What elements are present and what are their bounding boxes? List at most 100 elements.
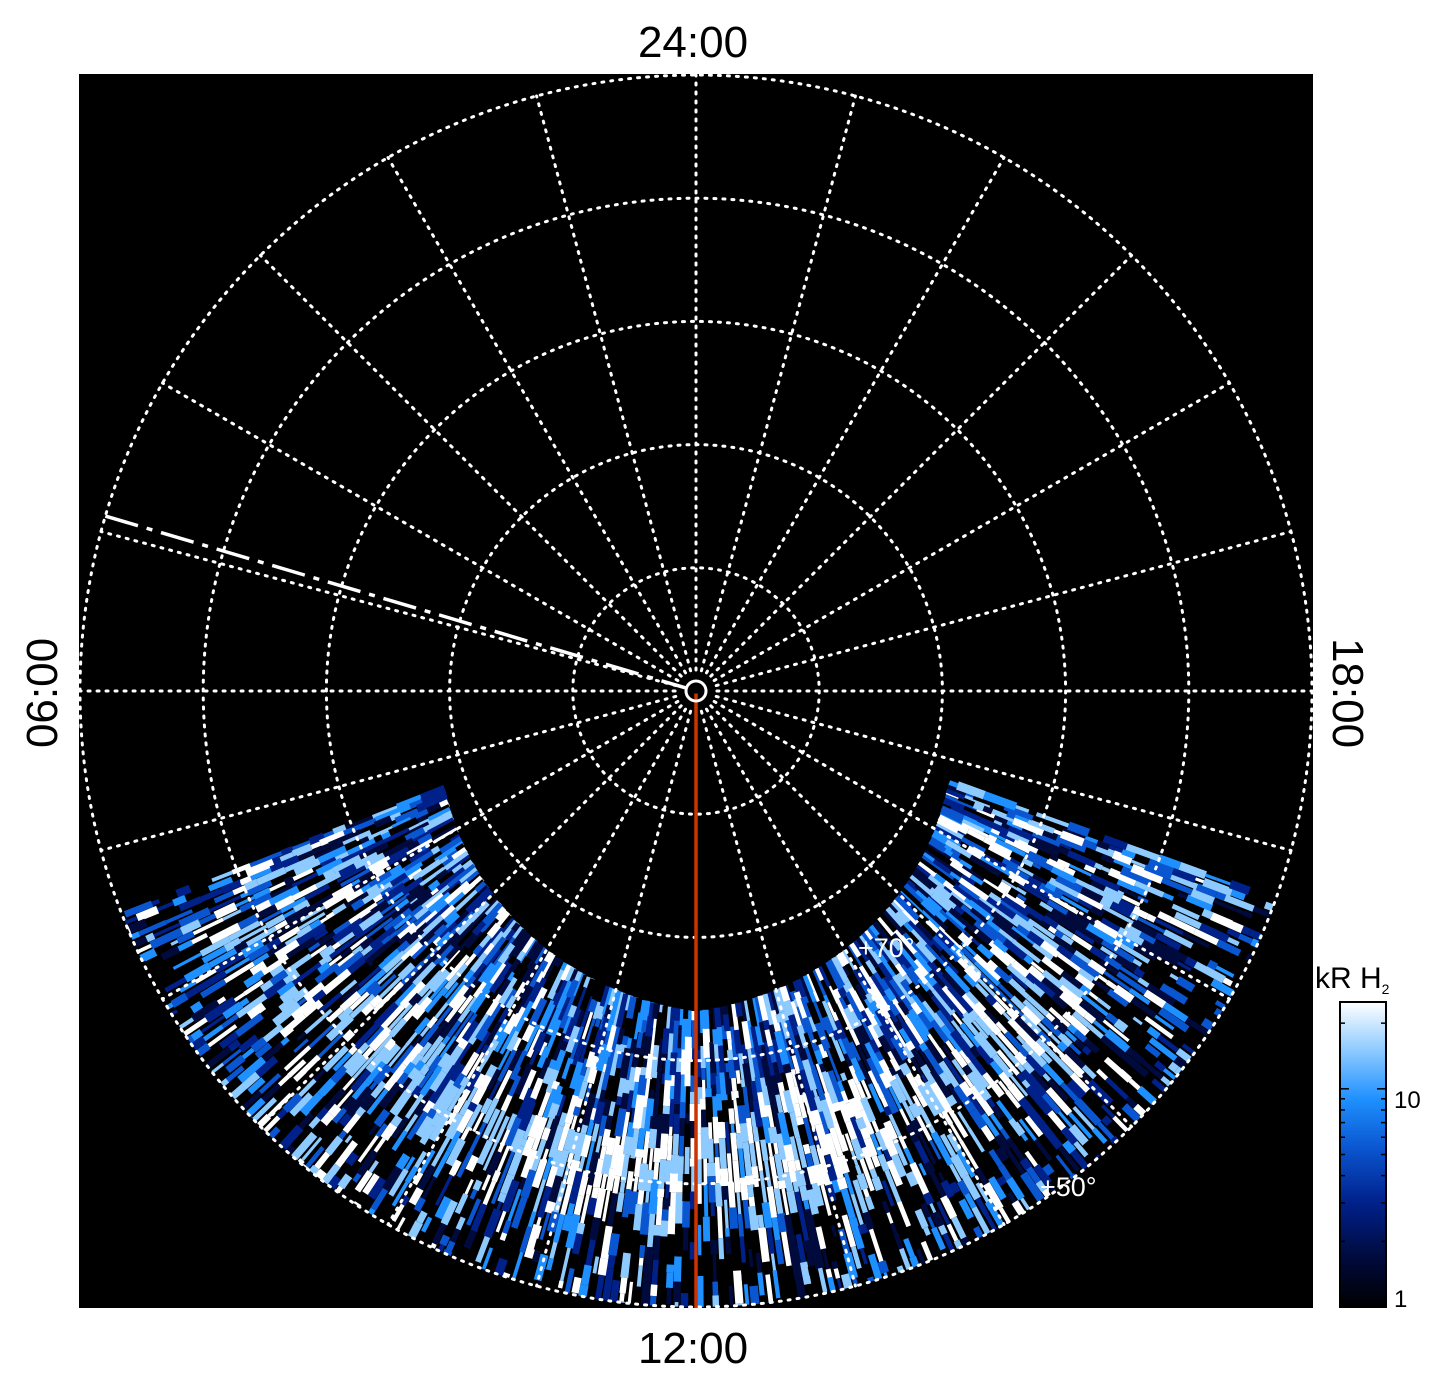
emission-streak	[371, 1034, 393, 1058]
emission-streak	[903, 920, 916, 933]
emission-streak	[1206, 959, 1219, 971]
emission-streak	[847, 1003, 855, 1013]
emission-streak	[930, 1068, 952, 1099]
emission-streak	[496, 1201, 503, 1211]
emission-streak	[416, 814, 428, 824]
emission-streak	[184, 986, 200, 999]
emission-streak	[258, 1073, 282, 1095]
emission-streak	[375, 1136, 396, 1163]
emission-streak	[896, 1200, 912, 1228]
emission-streak	[803, 1031, 821, 1065]
emission-streak	[1248, 929, 1261, 940]
emission-streak	[626, 1170, 634, 1190]
emission-streak	[629, 1038, 639, 1055]
emission-streak	[880, 1240, 888, 1252]
emission-streak	[1197, 914, 1230, 934]
emission-streak	[1162, 1067, 1177, 1081]
emission-streak	[1100, 1034, 1126, 1058]
emission-streak	[422, 813, 455, 834]
emission-streak	[484, 1021, 504, 1048]
emission-streak	[469, 1188, 478, 1200]
emission-streak	[994, 1133, 1011, 1153]
emission-streak	[1005, 1148, 1026, 1175]
emission-streak	[297, 843, 331, 861]
emission-streak	[544, 1200, 556, 1214]
emission-streak	[493, 1018, 512, 1043]
emission-streak	[891, 900, 912, 923]
emission-streak	[714, 1007, 725, 1028]
emission-streak	[890, 1204, 906, 1232]
emission-streak	[454, 889, 481, 914]
emission-streak	[964, 918, 994, 945]
emission-streak	[123, 900, 154, 918]
emission-streak	[502, 1220, 512, 1235]
emission-streak	[454, 1193, 469, 1215]
emission-streak	[195, 970, 228, 993]
emission-streak	[1080, 1073, 1091, 1084]
emission-streak	[854, 981, 871, 1001]
emission-streak	[583, 1066, 592, 1083]
emission-streak	[449, 1228, 461, 1243]
emission-streak	[486, 1050, 500, 1065]
emission-streak	[747, 1048, 757, 1082]
emission-streak	[856, 1044, 872, 1072]
emission-streak	[651, 1003, 662, 1020]
emission-streak	[207, 876, 234, 892]
emission-streak	[456, 1108, 474, 1134]
emission-streak	[1143, 988, 1167, 1009]
emission-streak	[1005, 1176, 1025, 1201]
emission-streak	[427, 1203, 440, 1219]
emission-streak	[319, 944, 336, 960]
emission-streak	[402, 1002, 421, 1023]
emission-streak	[1092, 1019, 1109, 1034]
emission-streak	[165, 965, 175, 975]
emission-streak	[896, 1184, 915, 1216]
emission-streak	[419, 1063, 431, 1076]
emission-streak	[795, 1115, 805, 1126]
emission-streak	[859, 933, 884, 965]
emission-streak	[1148, 1037, 1178, 1062]
emission-streak	[928, 1114, 946, 1137]
emission-streak	[757, 1091, 769, 1118]
emission-streak	[1026, 1166, 1041, 1184]
emission-streak	[1126, 1038, 1138, 1050]
emission-streak	[766, 1186, 778, 1218]
emission-streak	[1027, 912, 1051, 929]
emission-streak	[509, 1128, 526, 1154]
emission-streak	[317, 961, 332, 976]
emission-streak	[1103, 1056, 1133, 1083]
emission-streak	[423, 1217, 441, 1246]
emission-streak	[648, 1148, 654, 1171]
emission-streak	[861, 1146, 875, 1171]
emission-streak	[820, 977, 841, 1013]
emission-streak	[1095, 1049, 1109, 1062]
emission-streak	[967, 1061, 990, 1089]
emission-streak	[455, 843, 467, 855]
emission-streak	[659, 1133, 669, 1160]
emission-streak	[308, 832, 326, 846]
emission-streak	[432, 936, 443, 947]
emission-streak	[1240, 925, 1252, 936]
emission-streak	[178, 907, 212, 928]
emission-streak	[530, 1053, 544, 1072]
meridian-line	[161, 699, 680, 1001]
emission-streak	[951, 1048, 968, 1069]
emission-streak	[307, 893, 334, 912]
emission-streak	[941, 1109, 954, 1126]
emission-streak	[1113, 984, 1135, 1004]
emission-streak	[1031, 895, 1043, 907]
latitude-circle	[324, 319, 1068, 1063]
emission-streak	[848, 1028, 861, 1046]
emission-streak	[1228, 880, 1251, 895]
emission-streak	[870, 1133, 883, 1156]
emission-streak	[486, 922, 503, 940]
emission-streak	[998, 928, 1015, 943]
emission-streak	[958, 1080, 974, 1098]
emission-streak	[433, 924, 450, 940]
emission-streak	[476, 1139, 494, 1166]
emission-streak	[755, 1140, 764, 1172]
emission-streak	[1022, 1060, 1036, 1075]
emission-streak	[542, 1088, 559, 1119]
emission-streak	[1024, 1115, 1044, 1138]
emission-streak	[412, 961, 439, 988]
